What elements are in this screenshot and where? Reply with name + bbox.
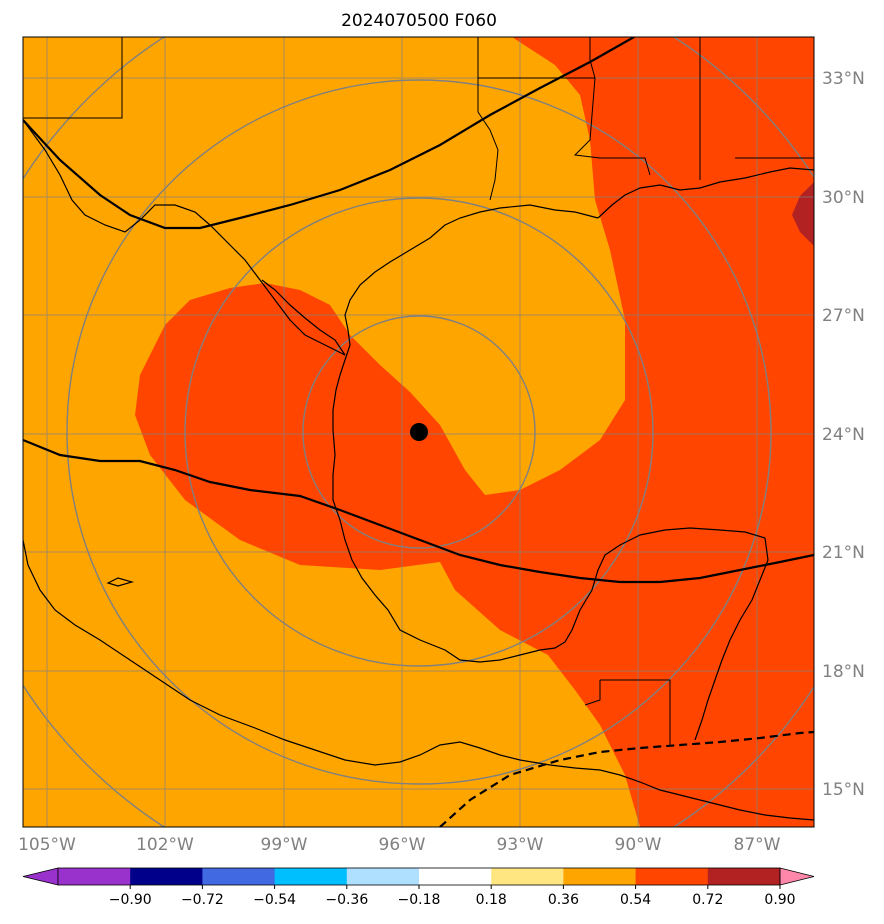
lon-tick-label: 99°W	[261, 835, 308, 855]
lat-tick-label: 30°N	[822, 188, 865, 208]
colorbar-tick-label: 0.36	[548, 892, 579, 908]
colorbar-tick-label: 0.54	[620, 892, 651, 908]
colorbar-tick-label: −0.72	[181, 892, 224, 908]
colorbar-segment	[707, 868, 781, 885]
colorbar-segment	[58, 868, 131, 885]
colorbar-tick-label: −0.90	[109, 892, 152, 908]
lat-tick-label: 27°N	[822, 306, 865, 326]
lat-axis: 33°N 30°N 27°N 24°N 21°N 18°N 15°N	[822, 69, 865, 800]
graticule	[23, 37, 814, 827]
colorbar-tick-label: −0.36	[325, 892, 368, 908]
lat-tick-label: 33°N	[822, 69, 865, 89]
field-firebrick	[792, 182, 814, 246]
borders	[23, 37, 814, 745]
colorbar-tick-label: −0.54	[253, 892, 296, 908]
colorbar-tick-label: 0.18	[476, 892, 507, 908]
lon-tick-label: 105°W	[18, 835, 76, 855]
lon-tick-label: 93°W	[497, 835, 544, 855]
lon-tick-label: 87°W	[734, 835, 781, 855]
track-line-north	[23, 37, 635, 230]
range-circles	[23, 37, 814, 827]
lat-tick-label: 24°N	[822, 425, 865, 445]
colorbar-segment	[563, 868, 637, 885]
range-circle-1	[302, 315, 536, 549]
range-circle-2	[184, 197, 654, 667]
map-panel	[23, 37, 814, 827]
map-frame	[22, 36, 815, 828]
lon-tick-label: 90°W	[615, 835, 662, 855]
colorbar-tick-label: −0.18	[398, 892, 441, 908]
field-orangered-east	[135, 37, 814, 827]
lon-tick-label: 96°W	[379, 835, 426, 855]
colorbar-over-extension	[779, 867, 815, 886]
track-lines	[23, 37, 814, 827]
colorbar-segment	[202, 868, 276, 885]
colorbar-segment	[346, 868, 420, 885]
colorbar: −0.90 −0.72 −0.54 −0.36 −0.18 0.18 0.36 0.54 0.7…	[22, 867, 815, 908]
lon-tick-label: 102°W	[136, 835, 194, 855]
lat-tick-label: 21°N	[822, 543, 865, 563]
colorbar-under-extension	[22, 867, 59, 886]
colorbar-tick-label: 0.72	[692, 892, 723, 908]
track-line-dashed	[439, 730, 814, 827]
colorbar-segment	[274, 868, 348, 885]
lon-axis: 105°W 102°W 99°W 96°W 93°W 90°W 87°W	[18, 835, 781, 855]
lat-tick-label: 15°N	[822, 780, 865, 800]
track-line-south	[23, 438, 814, 584]
range-circle-3	[66, 79, 772, 785]
colorbar-segment	[491, 868, 564, 885]
coastlines	[23, 119, 814, 821]
lat-tick-label: 18°N	[822, 662, 865, 682]
colorbar-segment	[635, 868, 709, 885]
colorbar-segment	[130, 868, 203, 885]
map-title: 2024070500 F060	[341, 11, 497, 31]
storm-center-dot	[410, 423, 428, 441]
colorbar-tick-label: 0.90	[764, 892, 795, 908]
colorbar-segment	[419, 868, 492, 885]
